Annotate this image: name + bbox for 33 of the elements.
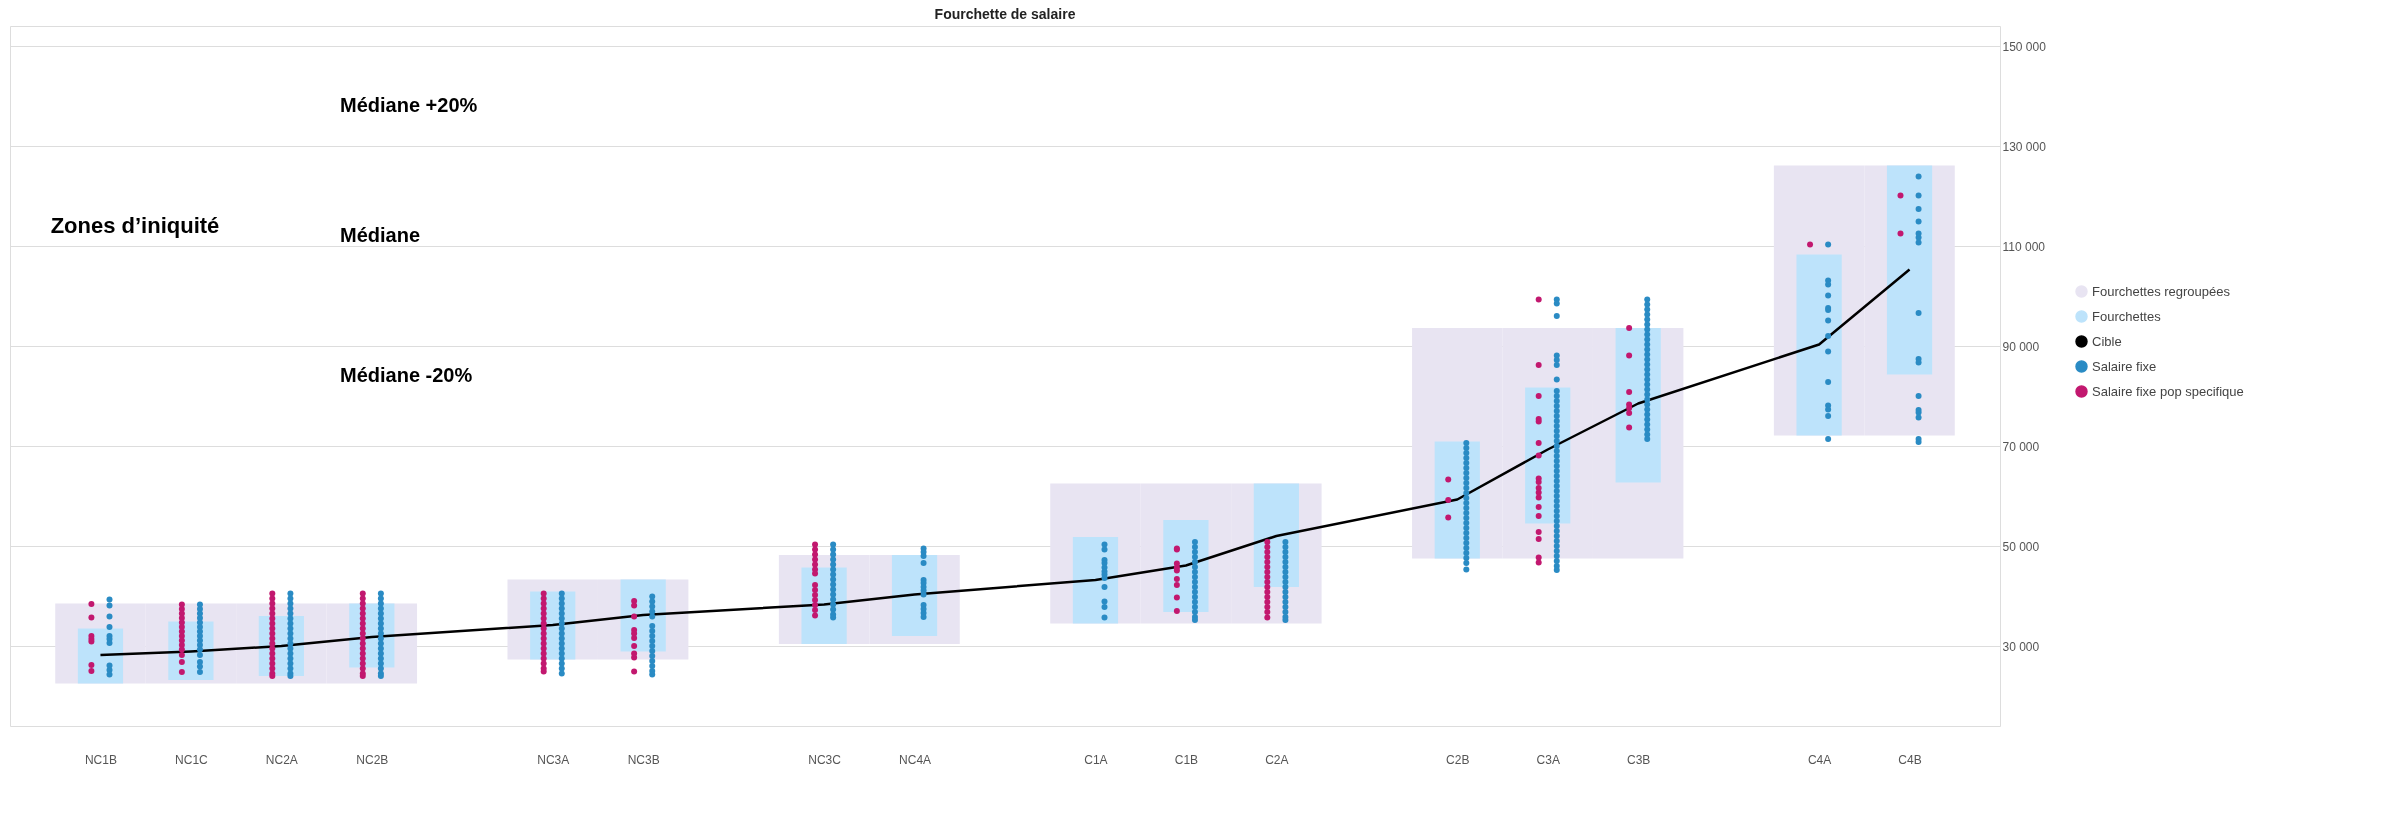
annotation: Médiane -20% xyxy=(340,364,473,386)
x-tick-label: NC1C xyxy=(175,752,209,767)
annotation: Médiane xyxy=(340,224,421,246)
x-tick-label: NC3B xyxy=(627,752,660,767)
x-tick-label: C4B xyxy=(1898,752,1922,767)
y-tick-label: 50 000 xyxy=(2002,539,2040,554)
x-tick-label: NC3A xyxy=(537,752,570,767)
x-tick-label: NC2A xyxy=(265,752,298,767)
annotation: Zones d’iniquité xyxy=(50,213,220,238)
y-tick-label: 130 000 xyxy=(2002,139,2047,154)
x-tick-label: NC1B xyxy=(84,752,117,767)
x-tick-label: NC3C xyxy=(808,752,842,767)
x-tick-label: C4A xyxy=(1807,752,1832,767)
y-tick-label: 150 000 xyxy=(2002,39,2047,54)
x-tick-label: C2A xyxy=(1265,752,1289,767)
y-tick-label: 110 000 xyxy=(2002,239,2046,254)
legend-label: Cible xyxy=(2092,333,2122,349)
legend-label: Fourchettes regroupées xyxy=(2092,283,2231,299)
x-tick-label: C3B xyxy=(1627,752,1651,767)
x-tick-label: C2B xyxy=(1446,752,1470,767)
y-tick-label: 30 000 xyxy=(2002,639,2040,654)
legend-label: Fourchettes xyxy=(2092,308,2162,324)
chart-title: Fourchette de salaire xyxy=(934,6,1076,22)
legend-label: Salaire fixe xyxy=(2092,358,2157,374)
x-tick-label: C1A xyxy=(1084,752,1108,767)
legend-label: Salaire fixe pop specifique xyxy=(2092,383,2244,399)
y-tick-label: 70 000 xyxy=(2002,439,2040,454)
x-tick-label: NC2B xyxy=(356,752,389,767)
x-tick-label: C1B xyxy=(1174,752,1199,767)
x-tick-label: NC4A xyxy=(899,752,932,767)
annotation: Médiane +20% xyxy=(340,94,478,116)
y-tick-label: 90 000 xyxy=(2002,339,2040,354)
x-tick-label: C3A xyxy=(1536,752,1560,767)
